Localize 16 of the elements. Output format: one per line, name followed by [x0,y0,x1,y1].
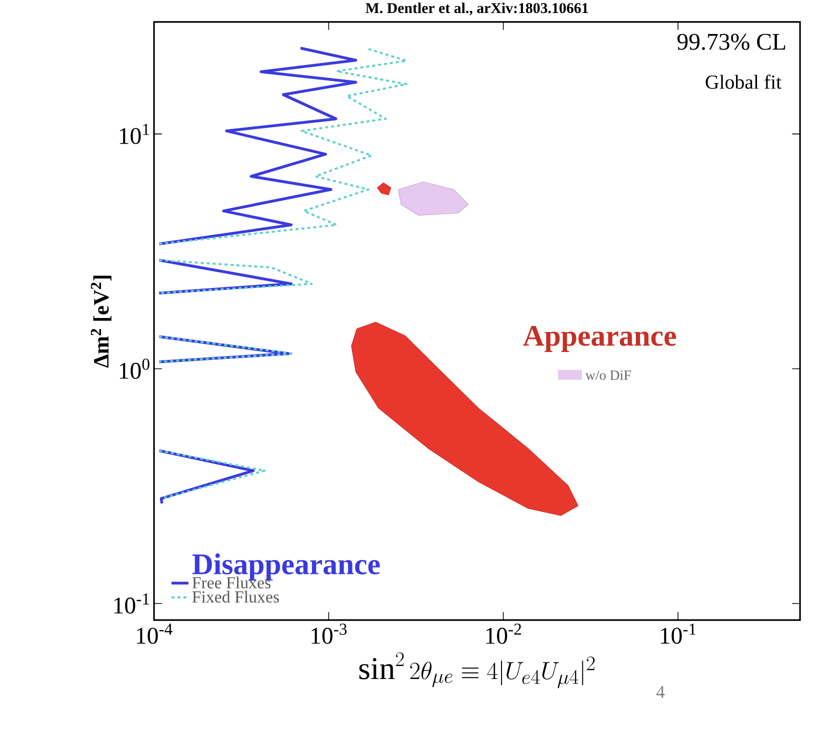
legend-label: Fixed Fluxes [192,590,279,603]
y-tick-label: 10$^{-1}$ [114,594,150,614]
x-tick-label: 10$^{-2}$ [486,624,522,644]
x-axis-title: $\sin^2 2\theta_{\mu e} \equiv 4|U_{e4}U_{\mu 4}|^2$ [359,652,595,688]
text: M. Dentler et al., arXiv:1803.10661 [366,2,588,16]
annotation: 99.73% CL [677,34,786,50]
text: Appearance [523,326,676,352]
y-axis-title: Δm$^{2}$ [eV$^{2}$] [90,276,112,368]
annotation: Global fit [706,74,782,89]
y-tick-label: 10$^{0}$ [120,358,150,380]
x-tick-label: 10$^{-4}$ [136,624,172,644]
y-tick-label: 10$^{1}$ [120,124,150,144]
text: 4 [656,686,665,698]
x-tick-label: 10$^{-3}$ [312,624,347,644]
legend-label: w/o DiF [585,370,631,380]
x-tick-label: 10$^{-1}$ [660,624,696,644]
